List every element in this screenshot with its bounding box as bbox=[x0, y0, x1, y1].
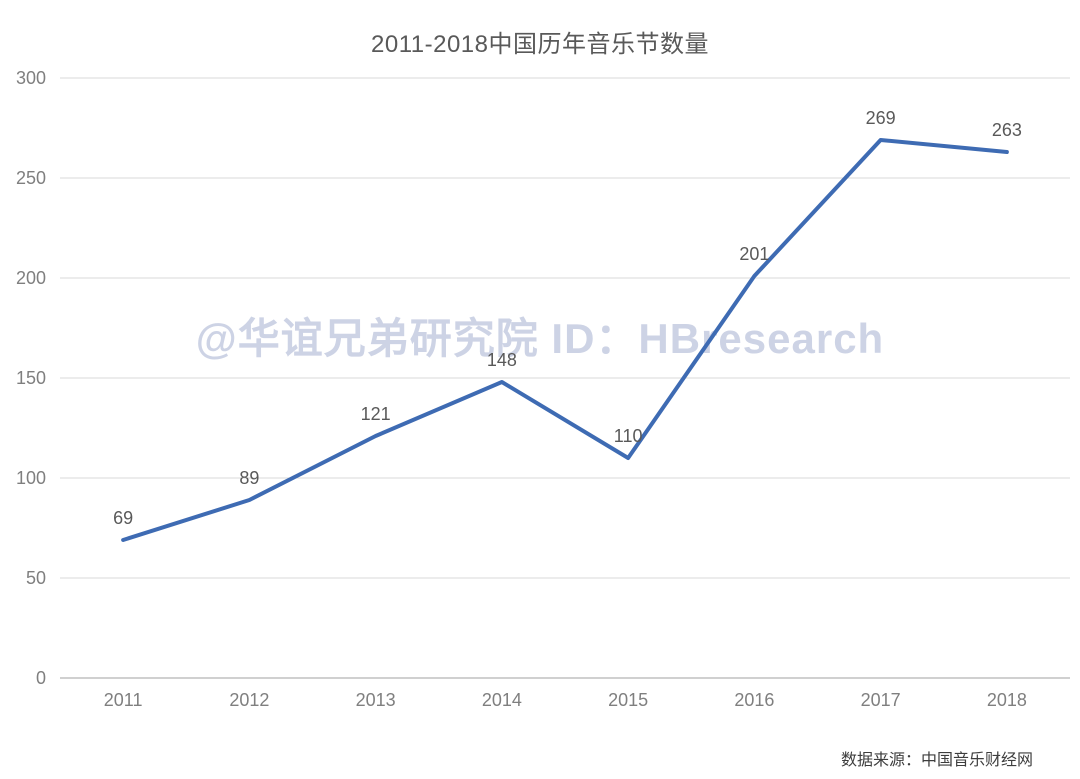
chart-title: 2011-2018中国历年音乐节数量 bbox=[371, 31, 709, 58]
y-axis-tick-label: 100 bbox=[16, 468, 46, 488]
data-label: 89 bbox=[239, 468, 259, 488]
data-label: 110 bbox=[614, 426, 643, 446]
y-axis-tick-label: 300 bbox=[16, 68, 46, 88]
y-axis-tick-label: 150 bbox=[16, 368, 46, 388]
y-axis-tick-label: 0 bbox=[36, 668, 46, 688]
x-axis-tick-label: 2018 bbox=[987, 690, 1027, 710]
data-label: 269 bbox=[866, 108, 896, 128]
data-label: 201 bbox=[739, 244, 769, 264]
data-source-note: 数据来源：中国音乐财经网 bbox=[840, 752, 1033, 769]
x-axis-tick-label: 2016 bbox=[734, 690, 774, 710]
y-axis-tick-label: 250 bbox=[16, 168, 46, 188]
data-label: 148 bbox=[487, 350, 517, 370]
x-axis-tick-label: 2017 bbox=[861, 690, 901, 710]
data-label: 69 bbox=[113, 508, 133, 528]
data-label: 263 bbox=[992, 120, 1022, 140]
x-axis-tick-label: 2013 bbox=[356, 690, 396, 710]
watermark: @华谊兄弟研究院 ID：HBresearch bbox=[195, 315, 885, 362]
y-axis-tick-label: 50 bbox=[26, 568, 46, 588]
x-axis-tick-label: 2011 bbox=[104, 690, 143, 710]
x-axis-tick-label: 2014 bbox=[482, 690, 522, 710]
data-label: 121 bbox=[361, 404, 391, 424]
y-axis-tick-label: 200 bbox=[16, 268, 46, 288]
x-axis-tick-label: 2012 bbox=[229, 690, 269, 710]
x-axis-tick-label: 2015 bbox=[608, 690, 648, 710]
series-line bbox=[121, 138, 1009, 542]
